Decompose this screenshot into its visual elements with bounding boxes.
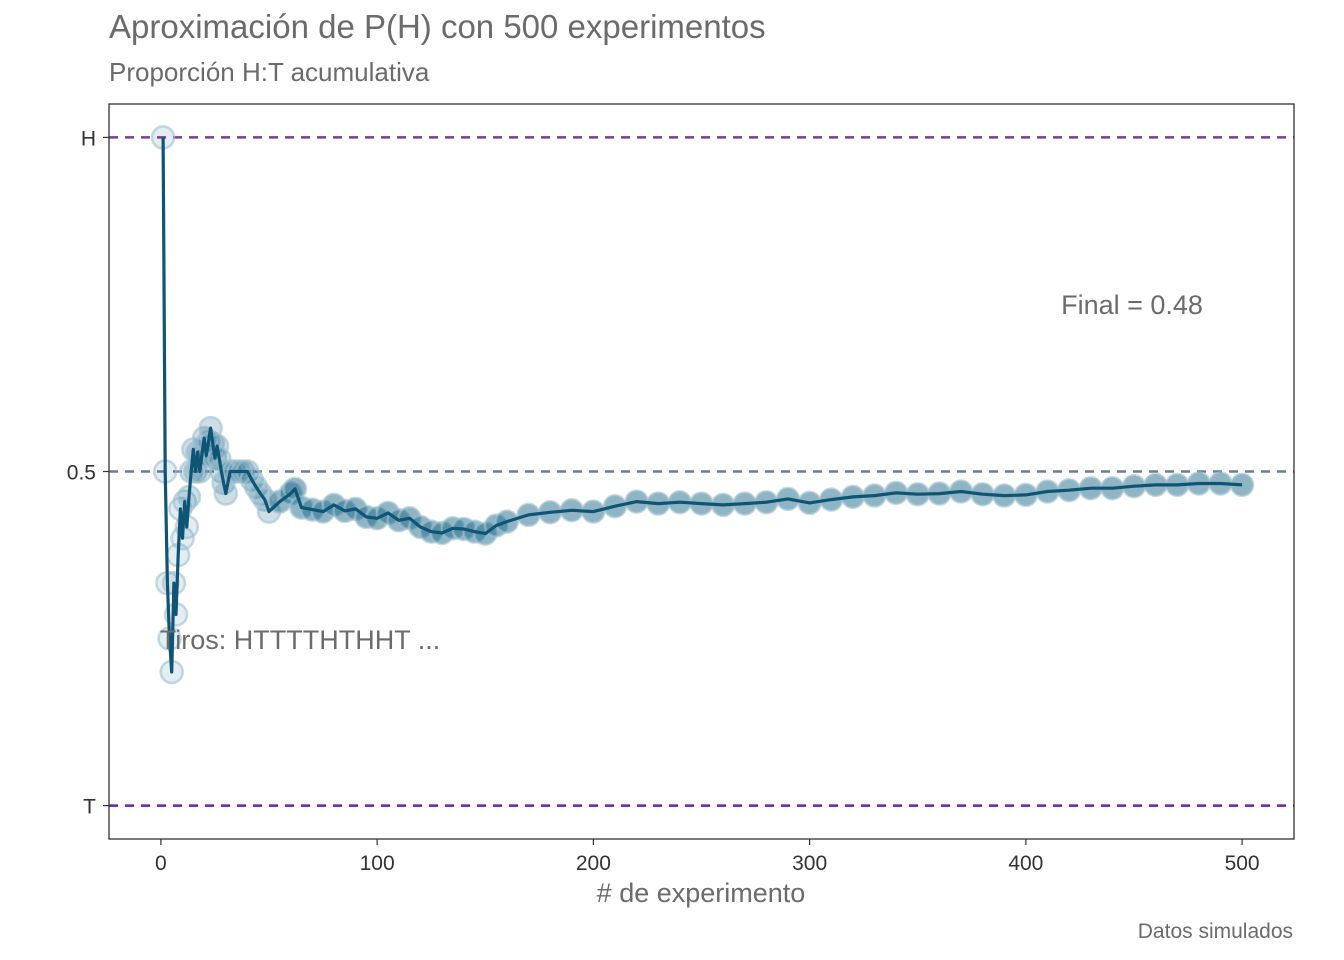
x-tick-label: 100: [360, 852, 395, 875]
y-tick-label: H: [81, 127, 96, 150]
series-line: [161, 137, 1243, 674]
data-points: [150, 125, 1255, 685]
y-axis-ticks: T 0.5 H: [67, 127, 109, 819]
flips-annotation: Tiros: HTTTTHTHHT ...: [160, 625, 440, 655]
x-tick-label: 300: [792, 852, 827, 875]
x-tick-label: 200: [576, 852, 611, 875]
x-tick-label: 400: [1008, 852, 1043, 875]
final-value-annotation: Final = 0.48: [1061, 290, 1203, 320]
chart-title: Aproximación de P(H) con 500 experimento…: [109, 8, 766, 45]
x-tick-label: 500: [1225, 852, 1260, 875]
chart-caption: Datos simulados: [1137, 920, 1293, 943]
x-axis-ticks: 0 100 200 300 400 500: [155, 839, 1260, 875]
chart-subtitle: Proporción H:T acumulativa: [109, 57, 430, 87]
x-axis-title: # de experimento: [597, 878, 806, 908]
x-tick-label: 0: [155, 852, 167, 875]
y-tick-label: 0.5: [67, 462, 96, 485]
y-tick-label: T: [83, 796, 96, 819]
series-line-group: [161, 137, 1243, 674]
reference-lines: [109, 136, 1294, 807]
